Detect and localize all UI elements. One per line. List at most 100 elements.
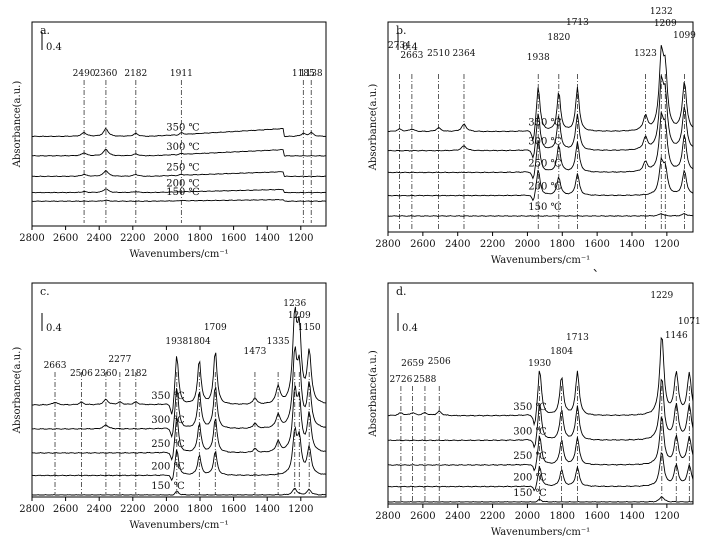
spectrum-line (387, 336, 694, 427)
x-axis-label: Wavenumbers/cm⁻¹ (129, 249, 228, 260)
spectrum-line (31, 170, 327, 178)
series-label: 300 ℃ (513, 426, 546, 437)
spectrum-line (31, 199, 327, 202)
x-tick-label: 2400 (86, 504, 111, 515)
x-tick-label: 1600 (584, 239, 609, 250)
x-tick-label: 2200 (120, 233, 145, 244)
panel-c: c. 0.4 2800 2600 2400 2200 2000 1800 1600 1400 120… (12, 282, 327, 531)
peak-label: 1804 (550, 347, 573, 357)
peak-label: 1938 (527, 53, 550, 63)
x-tick-label: 1200 (654, 511, 679, 522)
spectrum-line (387, 156, 694, 202)
peak-label: 1713 (566, 18, 589, 28)
spectrum-line (31, 148, 326, 157)
peak-label: 2659 (401, 359, 424, 369)
peak-label: 1911 (170, 69, 193, 79)
series-label: 150 ℃ (151, 481, 184, 492)
peak-label: 1071 (678, 317, 701, 327)
x-tick-label: 2200 (480, 239, 505, 250)
x-tick-label: 2200 (120, 504, 145, 515)
peak-label: 2726 (389, 375, 412, 385)
y-axis-label: Absorbance(a.u.) (12, 81, 23, 169)
peak-label: 1099 (673, 31, 696, 41)
panel-d: d. 0.4 2800 2600 2400 2200 2000 1800 1600 1400 120… (368, 282, 701, 538)
spectrum-line (387, 378, 694, 449)
panel-label: b. (396, 24, 407, 37)
plot-frame (31, 282, 327, 498)
spectrum-line (31, 127, 327, 138)
peak-label: 2506 (428, 357, 451, 367)
peak-label: 1232 (650, 7, 673, 17)
plot-frame (387, 282, 694, 505)
x-tick-label: 2000 (154, 233, 179, 244)
peak-label: 1709 (204, 323, 227, 333)
series-label: 200 ℃ (528, 182, 561, 193)
peak-label: 2364 (453, 49, 476, 59)
peak-label: 1229 (650, 291, 673, 301)
peak-label: 2510 (427, 49, 450, 59)
panel-label: c. (40, 285, 50, 298)
peak-label: 1236 (283, 299, 306, 309)
panel-label: d. (396, 285, 407, 298)
spectrum-line (31, 488, 327, 496)
peak-label: 1323 (634, 49, 657, 59)
series-label: 300 ℃ (528, 137, 561, 148)
peak-label: 2663 (44, 361, 67, 371)
peak-label: 1820 (547, 33, 570, 43)
series-label: 350 ℃ (166, 122, 199, 133)
series-label: 350 ℃ (513, 402, 546, 413)
spectrum-line (387, 213, 694, 217)
scale-bar-label: 0.4 (402, 42, 418, 53)
peak-label: 2588 (413, 375, 436, 385)
x-tick-label: 1200 (288, 504, 313, 515)
spectrum-line (31, 385, 327, 462)
x-tick-label: 2200 (480, 511, 505, 522)
series-label: 350 ℃ (151, 391, 184, 402)
peak-label: 1473 (243, 347, 266, 357)
x-tick-label: 1200 (288, 233, 313, 244)
series-label: 250 ℃ (513, 451, 546, 462)
x-tick-label: 2400 (445, 239, 470, 250)
series-label: 250 ℃ (151, 439, 184, 450)
spectrum-line (387, 111, 694, 180)
x-axis-label: Wavenumbers/cm⁻¹ (491, 527, 590, 538)
peak-label: 1150 (298, 323, 321, 333)
y-axis-label: Absorbance(a.u.) (368, 84, 379, 172)
peak-label: 1146 (665, 331, 688, 341)
peak-label: 2490 (73, 69, 96, 79)
series-label: 200 ℃ (513, 473, 546, 484)
series-label: 150 ℃ (513, 488, 546, 499)
x-axis-label: Wavenumbers/cm⁻¹ (129, 520, 228, 531)
x-tick-label: 2000 (515, 239, 540, 250)
peak-label: 1209 (654, 19, 677, 29)
peak-label: 1713 (566, 333, 589, 343)
spectrum-line (31, 346, 327, 439)
y-axis-label: Absorbance(a.u.) (12, 347, 23, 435)
series-label: 150 ℃ (166, 187, 199, 198)
peak-label: 1804 (188, 337, 211, 347)
x-axis-label: Wavenumbers/cm⁻¹ (491, 255, 590, 266)
scale-bar-label: 0.4 (46, 42, 62, 53)
panel-a: a. 0.4 2800 2600 2400 2200 2000 1800 1600 1400 120… (12, 21, 327, 260)
peak-label: 1938 (165, 337, 188, 347)
x-tick-label: 1600 (584, 511, 609, 522)
peak-label: 1209 (288, 311, 311, 321)
series-label: 300 ℃ (151, 415, 184, 426)
x-tick-label: 2600 (410, 511, 435, 522)
peak-label: 2360 (94, 369, 117, 379)
peak-label: 2182 (124, 69, 147, 79)
x-tick-label: 1200 (654, 239, 679, 250)
caption-glyph: 、 (593, 261, 604, 274)
spectrum-line (387, 416, 694, 472)
series-label: 350 ℃ (528, 118, 561, 129)
peak-label: 1185 (292, 69, 315, 79)
x-tick-label: 1400 (619, 511, 644, 522)
y-axis-label: Absorbance(a.u.) (368, 350, 379, 438)
peak-label: 2277 (108, 355, 131, 365)
x-tick-label: 2600 (53, 233, 78, 244)
plot-frame (31, 21, 327, 227)
peak-label: 1335 (267, 337, 290, 347)
x-tick-label: 1400 (254, 233, 279, 244)
peak-label: 2182 (124, 369, 147, 379)
x-tick-label: 2000 (154, 504, 179, 515)
